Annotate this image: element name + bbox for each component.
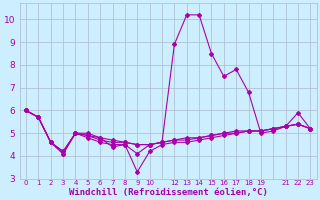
X-axis label: Windchill (Refroidissement éolien,°C): Windchill (Refroidissement éolien,°C) (69, 188, 268, 197)
